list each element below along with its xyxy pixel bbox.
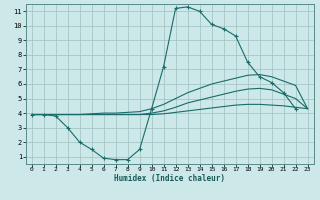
X-axis label: Humidex (Indice chaleur): Humidex (Indice chaleur) [114,174,225,183]
